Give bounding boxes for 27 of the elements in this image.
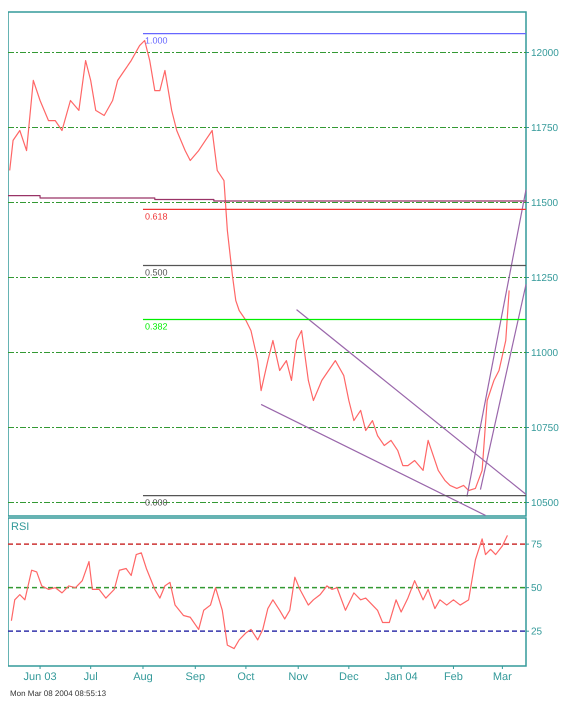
y-tick-label: 12000 xyxy=(531,48,560,59)
y-tick-label: 50 xyxy=(531,583,543,594)
x-tick-label: Jul xyxy=(84,671,98,683)
x-tick-label: Oct xyxy=(237,671,254,683)
y-tick-label: 25 xyxy=(531,626,543,638)
annotation: 1.000 xyxy=(144,36,168,46)
x-tick-label: Jun 03 xyxy=(24,671,57,683)
y-tick-label: 11750 xyxy=(531,123,559,134)
chart-title: RSI xyxy=(11,521,30,533)
y-tick-label: 11250 xyxy=(531,273,559,284)
y-tick-label: 11000 xyxy=(531,348,559,359)
x-tick-label: Nov xyxy=(288,671,308,683)
line-series xyxy=(10,534,508,650)
text: Mon Mar 08 2004 08:55:13 xyxy=(10,689,107,698)
annotation: 0.500 xyxy=(144,268,168,278)
y-tick-label: 10750 xyxy=(531,423,560,434)
x-tick-label: Feb xyxy=(444,671,463,683)
annotation: 0.382 xyxy=(144,322,168,332)
y-tick-label: 11500 xyxy=(531,198,559,209)
x-tick-label: Sep xyxy=(186,671,206,683)
x-tick-label: Dec xyxy=(339,671,360,683)
x-tick-label: Jan 04 xyxy=(384,671,418,683)
y-tick-label: 10500 xyxy=(531,498,560,509)
x-tick-label: Aug xyxy=(133,671,153,683)
x-tick-label: Mar xyxy=(492,671,512,683)
y-tick-label: 75 xyxy=(531,540,543,551)
annotation: 0.618 xyxy=(144,211,168,222)
